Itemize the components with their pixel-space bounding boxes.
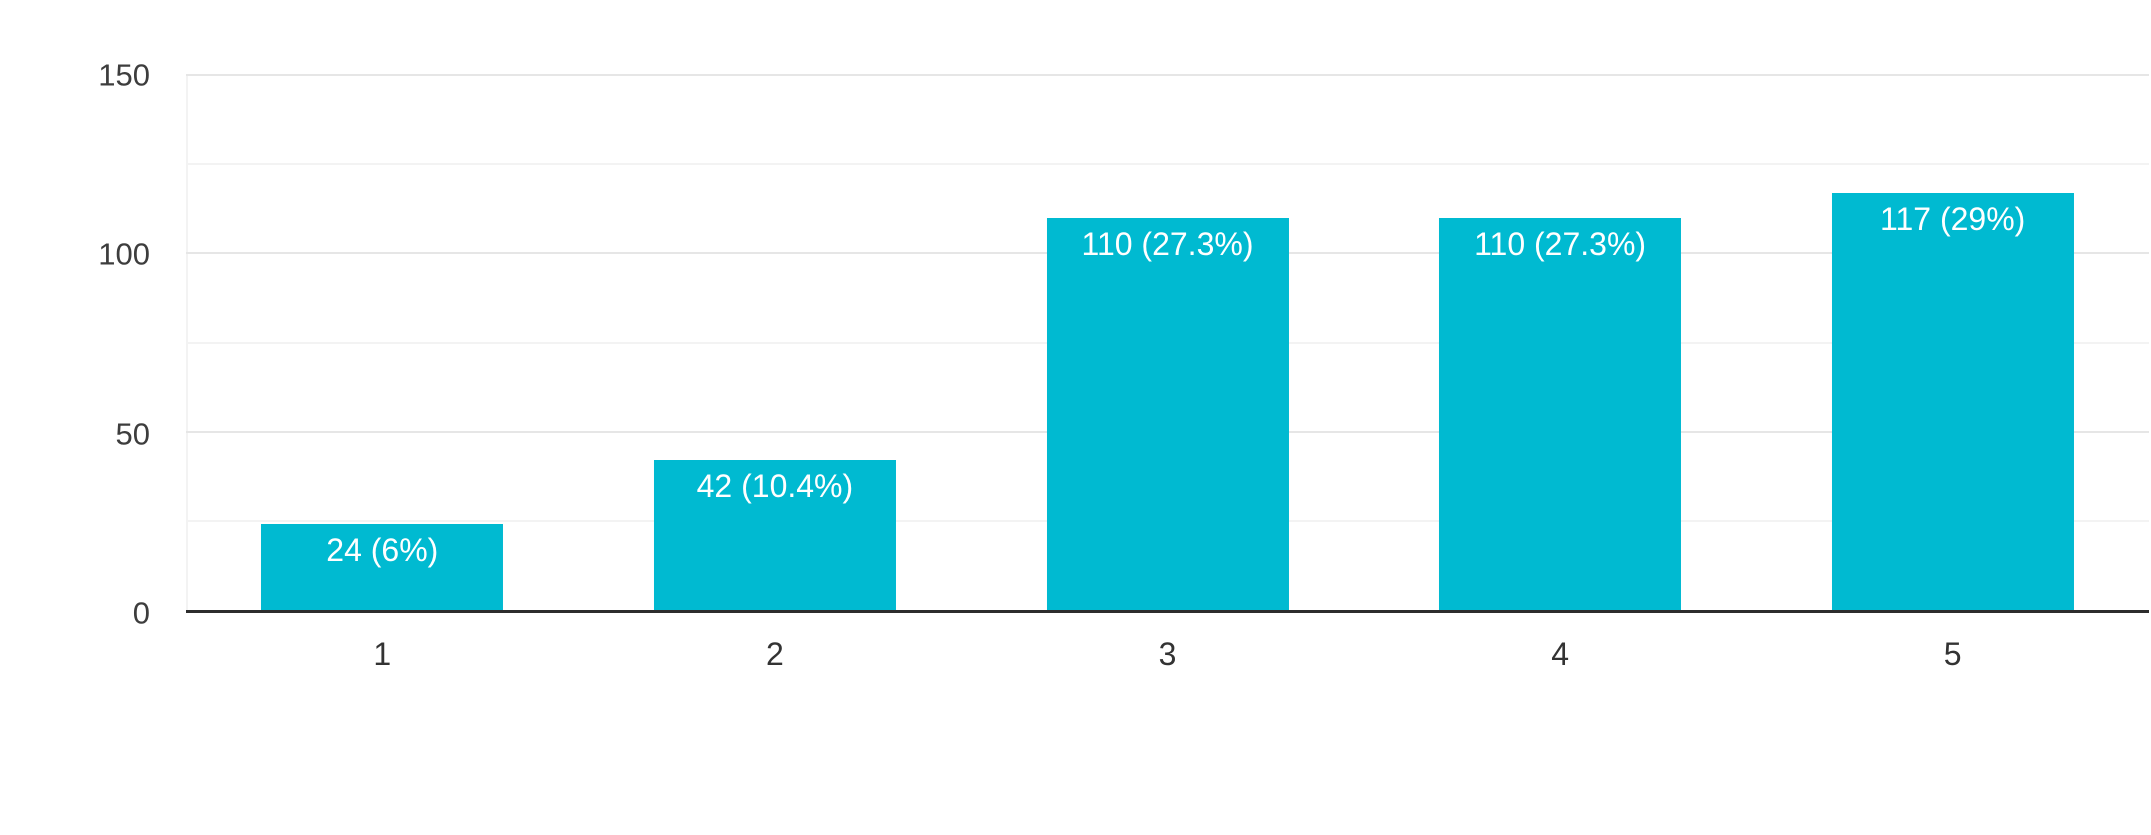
bar-category-2[interactable]: 42 (10.4%) xyxy=(653,460,896,610)
bar-value-label: 110 (27.3%) xyxy=(1474,225,1647,262)
x-axis-tick-label: 4 xyxy=(1551,636,1569,672)
bar-value-label: 24 (6%) xyxy=(326,532,439,569)
major-gridline xyxy=(186,74,2149,76)
minor-gridline xyxy=(186,163,2149,166)
x-axis-tick-label: 3 xyxy=(1158,636,1177,672)
y-axis-tick-label: 0 xyxy=(132,595,150,631)
y-axis: 0 50 100 150 xyxy=(0,60,150,629)
bar-value-label: 117 (29%) xyxy=(1880,200,2026,237)
bar-category-4[interactable]: 110 (27.3%) xyxy=(1439,217,1682,610)
x-axis: 1 2 3 4 5 xyxy=(186,616,2149,686)
bar-value-label: 110 (27.3%) xyxy=(1081,225,1254,262)
y-axis-tick-label: 50 xyxy=(115,416,150,452)
bar-category-5[interactable]: 117 (29%) xyxy=(1831,192,2074,610)
y-axis-tick-label: 150 xyxy=(98,57,150,93)
bar-category-1[interactable]: 24 (6%) xyxy=(261,524,504,610)
bar-value-label: 42 (10.4%) xyxy=(696,468,854,505)
bar-category-3[interactable]: 110 (27.3%) xyxy=(1046,217,1289,610)
x-axis-tick-label: 1 xyxy=(373,636,392,672)
y-axis-tick-label: 100 xyxy=(98,236,150,272)
x-axis-tick-label: 2 xyxy=(765,636,784,672)
plot-area: 24 (6%) 42 (10.4%) 110 (27.3%) 110 (27.3%) 1… xyxy=(186,74,2149,613)
x-axis-tick-label: 5 xyxy=(1943,636,1962,672)
